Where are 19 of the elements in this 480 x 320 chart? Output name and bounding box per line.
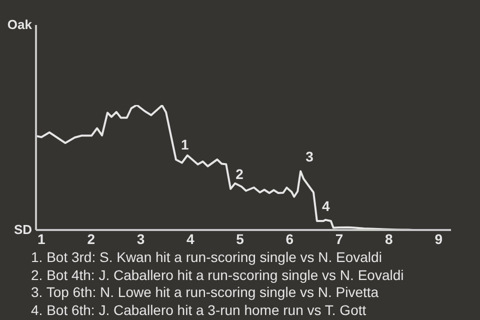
x-tick-label: 8	[385, 230, 394, 247]
text: 3. Top 6th: N. Lowe hit a run-scoring single vs N. Pivetta	[31, 284, 380, 302]
annotation: 2	[236, 166, 244, 182]
x-tick-label: 6	[286, 230, 294, 247]
text: SD	[12, 222, 32, 238]
x-tick-label: 9	[434, 230, 443, 247]
x-tick-label: 2	[87, 230, 96, 247]
text: Oak	[6, 17, 32, 33]
x-tick-label: 3	[136, 230, 145, 247]
x-tick-label: 7	[335, 230, 344, 247]
text: 2. Bot 4th: J. Caballero hit a run-scoring single vs N. Eovaldi	[31, 266, 404, 284]
text: 1. Bot 3rd: S. Kwan hit a run-scoring single vs N. Eovaldi	[31, 249, 383, 266]
x-tick-label: 4	[186, 230, 194, 247]
x-tick-label: 1	[38, 230, 46, 247]
annotation: 4	[322, 198, 330, 214]
x-tick-label: 5	[236, 230, 244, 247]
annotation: 3	[306, 148, 314, 164]
annotation: 1	[180, 136, 189, 153]
text: 4. Bot 6th: J. Caballero hit a 3-run home run vs T. Gott	[31, 302, 368, 319]
